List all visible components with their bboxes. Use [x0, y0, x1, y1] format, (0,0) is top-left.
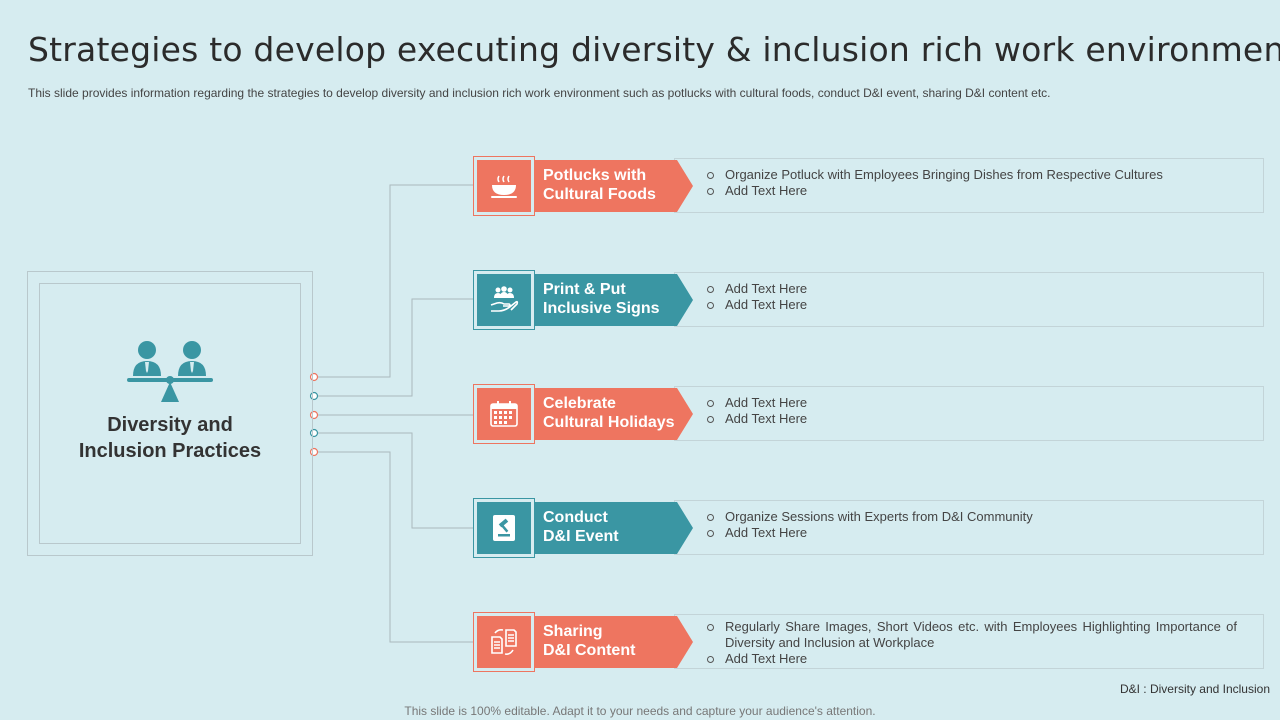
strategy-bullets: Add Text Here Add Text Here — [707, 395, 1237, 427]
hand-group-icon — [473, 270, 535, 330]
bullet-item: Add Text Here — [707, 525, 1237, 541]
bullet-item: Add Text Here — [707, 395, 1237, 411]
strategy-bullets: Organize Sessions with Experts from D&I … — [707, 509, 1237, 541]
strategy-arrow-shape — [535, 388, 693, 440]
document-share-icon — [473, 612, 535, 672]
strategy-label: Print & Put Inclusive Signs — [543, 281, 660, 317]
calendar-icon — [473, 384, 535, 444]
strategy-label: Sharing D&I Content — [543, 623, 636, 659]
strategy-arrow-shape — [535, 274, 693, 326]
strategy-panel — [674, 386, 1264, 441]
slide-subtitle: This slide provides information regardin… — [28, 86, 1051, 100]
strategy-arrow-shape — [535, 502, 693, 554]
abbreviation-footnote: D&I : Diversity and Inclusion — [1119, 682, 1270, 696]
strategy-panel — [674, 614, 1264, 669]
strategy-row-potlucks: Potlucks with Cultural Foods Organize Po… — [473, 156, 1264, 216]
bullet-item: Add Text Here — [707, 651, 1237, 667]
slide-title: Strategies to develop executing diversit… — [28, 30, 1280, 69]
strategy-row-event: Conduct D&I Event Organize Sessions with… — [473, 498, 1264, 558]
bullet-item: Organize Potluck with Employees Bringing… — [707, 167, 1237, 183]
gavel-book-icon — [473, 498, 535, 558]
bullet-item: Regularly Share Images, Short Videos etc… — [707, 619, 1237, 651]
strategy-panel — [674, 272, 1264, 327]
center-box-outer — [27, 271, 313, 556]
bullet-item: Add Text Here — [707, 183, 1237, 199]
strategy-bullets: Add Text Here Add Text Here — [707, 281, 1237, 313]
strategy-bullets: Regularly Share Images, Short Videos etc… — [707, 619, 1237, 667]
strategy-label: Potlucks with Cultural Foods — [543, 167, 656, 203]
strategy-panel — [674, 158, 1264, 213]
strategy-label: Celebrate Cultural Holidays — [543, 395, 675, 431]
center-box-inner — [39, 283, 301, 544]
strategy-row-holidays: Celebrate Cultural Holidays Add Text Her… — [473, 384, 1264, 444]
strategy-arrow-shape — [535, 616, 693, 668]
strategy-bullets: Organize Potluck with Employees Bringing… — [707, 167, 1237, 199]
strategy-panel — [674, 500, 1264, 555]
strategy-label: Conduct D&I Event — [543, 509, 619, 545]
slide-footer: This slide is 100% editable. Adapt it to… — [404, 704, 876, 718]
strategy-row-content: Sharing D&I Content Regularly Share Imag… — [473, 612, 1264, 672]
strategy-arrow-shape — [535, 160, 693, 212]
center-label: Diversity and Inclusion Practices — [78, 414, 262, 462]
bullet-item: Add Text Here — [707, 297, 1237, 313]
bullet-item: Organize Sessions with Experts from D&I … — [707, 509, 1237, 525]
strategy-row-signs: Print & Put Inclusive Signs Add Text Her… — [473, 270, 1264, 330]
food-bowl-icon — [473, 156, 535, 216]
bullet-item: Add Text Here — [707, 281, 1237, 297]
people-balance-icon — [125, 338, 215, 413]
bullet-item: Add Text Here — [707, 411, 1237, 427]
